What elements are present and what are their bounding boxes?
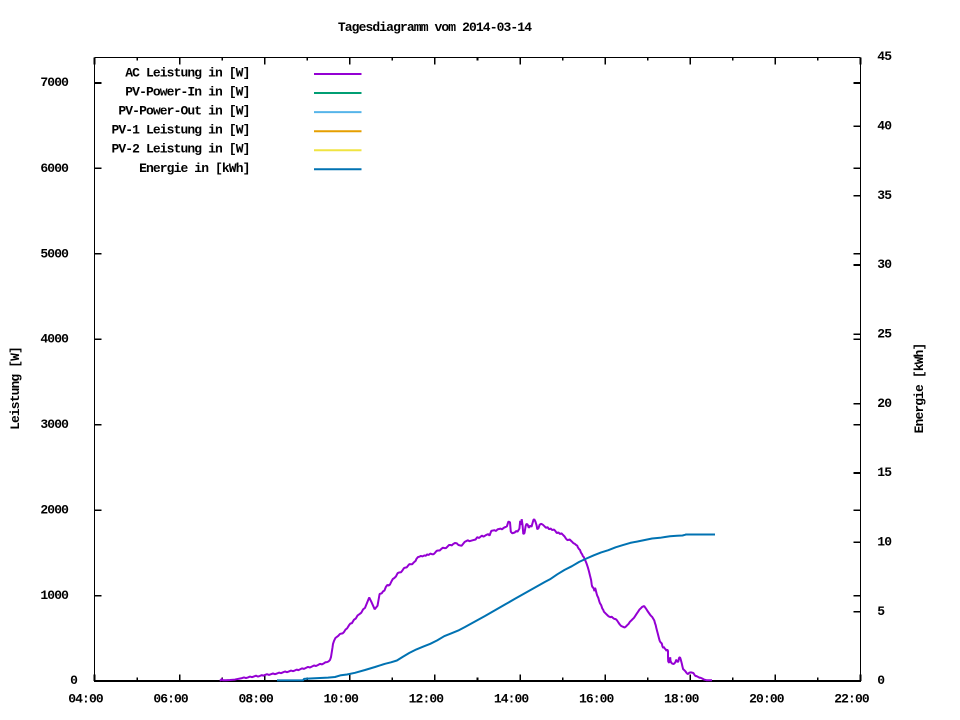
svg-text:PV-2 Leistung in [W]: PV-2 Leistung in [W] [111,142,249,157]
svg-text:Energie [kWh]: Energie [kWh] [912,344,927,434]
svg-text:PV-Power-In in [W]: PV-Power-In in [W] [125,85,249,100]
svg-text:Tagesdiagramm vom 2014-03-14: Tagesdiagramm vom 2014-03-14 [338,20,532,35]
svg-text:3000: 3000 [40,417,69,432]
svg-text:20: 20 [877,396,892,411]
svg-text:35: 35 [877,188,892,203]
svg-text:12:00: 12:00 [409,691,445,706]
svg-text:45: 45 [877,49,892,64]
svg-text:25: 25 [877,327,892,342]
svg-text:04:00: 04:00 [68,691,104,706]
svg-text:PV-1 Leistung in [W]: PV-1 Leistung in [W] [111,123,249,138]
svg-text:7000: 7000 [40,75,69,90]
svg-text:4000: 4000 [40,332,69,347]
svg-text:AC Leistung in [W]: AC Leistung in [W] [125,66,249,81]
svg-text:Energie in [kWh]: Energie in [kWh] [139,161,249,176]
svg-text:06:00: 06:00 [153,691,189,706]
svg-text:22:00: 22:00 [834,691,870,706]
svg-text:5000: 5000 [40,246,69,261]
svg-text:Leistung [W]: Leistung [W] [8,347,23,430]
svg-text:PV-Power-Out in [W]: PV-Power-Out in [W] [118,104,249,119]
svg-text:40: 40 [877,119,892,134]
svg-text:08:00: 08:00 [238,691,274,706]
svg-text:16:00: 16:00 [579,691,615,706]
svg-text:20:00: 20:00 [749,691,785,706]
svg-text:15: 15 [877,465,892,480]
svg-text:1000: 1000 [40,588,69,603]
svg-text:10:00: 10:00 [324,691,360,706]
svg-text:5: 5 [877,604,885,619]
svg-text:18:00: 18:00 [664,691,700,706]
svg-text:10: 10 [877,535,892,550]
svg-text:30: 30 [877,257,892,272]
svg-text:0: 0 [70,673,78,688]
svg-text:6000: 6000 [40,161,69,176]
svg-text:0: 0 [877,673,885,688]
svg-text:2000: 2000 [40,502,69,517]
svg-text:14:00: 14:00 [494,691,530,706]
